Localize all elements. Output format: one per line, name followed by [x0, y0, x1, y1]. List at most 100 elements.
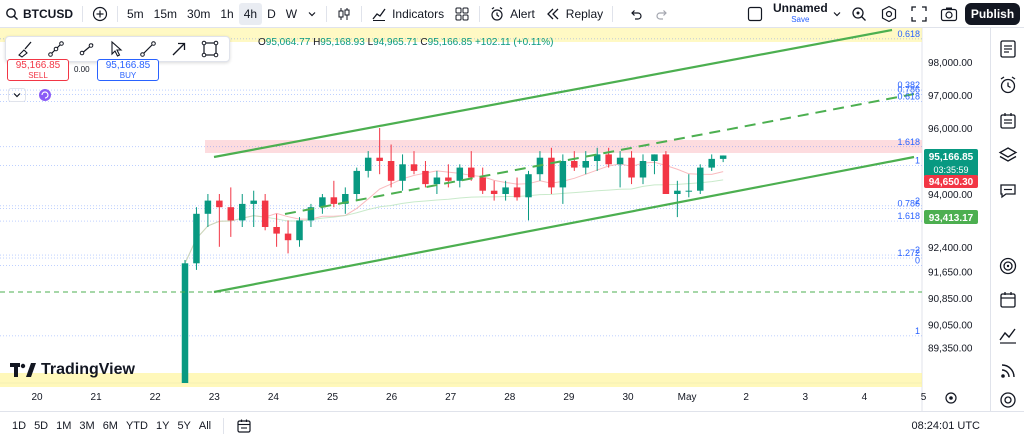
- time-tick-label: 27: [445, 392, 457, 403]
- alarm-clock-icon: [489, 6, 505, 22]
- candle-body: [479, 177, 486, 191]
- calendar-icon[interactable]: [998, 290, 1018, 310]
- grid-icon: [454, 6, 470, 22]
- low-value: 94,965.71: [373, 37, 418, 48]
- candle: [479, 167, 486, 194]
- layout-name-button[interactable]: Unnamed Save: [773, 0, 828, 25]
- range-ytd[interactable]: YTD: [125, 419, 148, 432]
- replay-button[interactable]: Replay: [540, 0, 608, 28]
- range-1d[interactable]: 1D: [12, 419, 27, 432]
- publish-button[interactable]: Publish: [965, 3, 1020, 25]
- sell-button[interactable]: 95,166.85 SELL: [7, 59, 69, 81]
- cursor-icon[interactable]: [108, 40, 126, 58]
- segment-icon[interactable]: [139, 40, 157, 58]
- compare-button[interactable]: [87, 0, 113, 28]
- range-5d[interactable]: 5D: [34, 419, 49, 432]
- buy-button[interactable]: 95,166.85 BUY: [97, 59, 159, 81]
- candle: [685, 174, 693, 198]
- ohlc-legend: O95,064.77 H95,168.93 L94,965.71 C95,166…: [258, 37, 554, 48]
- candle-body: [227, 207, 235, 221]
- interval-15m[interactable]: 15m: [153, 6, 178, 21]
- interval-30m[interactable]: 30m: [187, 6, 211, 21]
- tradingview-logo-icon: [10, 363, 36, 377]
- interval-dropdown[interactable]: [302, 0, 322, 28]
- candle-body: [216, 200, 223, 208]
- undo-button[interactable]: [623, 0, 649, 28]
- range-6m[interactable]: 6M: [102, 419, 118, 432]
- candle: [204, 194, 212, 227]
- interval-w[interactable]: W: [285, 6, 298, 21]
- collapse-chevron-icon[interactable]: [8, 88, 26, 102]
- layout-name: Unnamed: [773, 0, 828, 15]
- candle-body: [376, 157, 383, 161]
- templates-button[interactable]: [449, 0, 475, 28]
- fullscreen-icon[interactable]: [910, 5, 928, 23]
- chart-area[interactable]: 98,000.00 97,000.00 96,000.00 94,000.00 92,4…: [0, 28, 990, 411]
- refresh-icon[interactable]: [38, 88, 52, 102]
- quick-search-icon[interactable]: [850, 5, 868, 23]
- time-tick-label: 30: [622, 392, 634, 403]
- range-1m[interactable]: 1M: [56, 419, 72, 432]
- chat-icon[interactable]: [998, 181, 1018, 201]
- channel-upper-line[interactable]: [213, 28, 893, 159]
- right-sidebar: [990, 28, 1024, 411]
- candle-body: [651, 154, 658, 161]
- bottom-bar: 1D 5D 1M 3M 6M YTD 1Y 5Y All 08:24:01 UT…: [0, 411, 1024, 439]
- layers-icon[interactable]: [998, 145, 1018, 165]
- rectangle-icon[interactable]: [201, 40, 219, 58]
- candle-body: [616, 157, 624, 165]
- trendline-icon[interactable]: [47, 40, 65, 58]
- low-key: L: [367, 37, 374, 48]
- settings-gear-icon[interactable]: [880, 5, 898, 23]
- layout-dropdown-icon[interactable]: [832, 9, 842, 19]
- change-value: +102.11 (+0.11%): [474, 37, 554, 48]
- range-1y[interactable]: 1Y: [155, 419, 170, 432]
- symbol-search[interactable]: BTCUSD: [0, 0, 78, 28]
- time-tick-label: 21: [91, 392, 103, 403]
- fib-level-label: 1: [915, 156, 920, 166]
- interval-1h[interactable]: 1h: [220, 6, 234, 21]
- camera-icon[interactable]: [940, 5, 958, 23]
- help-icon[interactable]: [998, 390, 1018, 410]
- layout-checkbox-icon[interactable]: [747, 6, 763, 22]
- open-key: O: [258, 37, 266, 48]
- goto-date-icon[interactable]: [236, 418, 252, 434]
- indicators-button[interactable]: Indicators: [366, 0, 449, 28]
- candle-body: [181, 263, 189, 383]
- candle: [227, 187, 235, 237]
- alert-button[interactable]: Alert: [484, 0, 540, 28]
- chart-type-button[interactable]: [331, 0, 357, 28]
- redo-button[interactable]: [649, 0, 675, 28]
- time-tick-label: 26: [386, 392, 398, 403]
- arrow-icon[interactable]: [170, 40, 188, 58]
- data-window-icon[interactable]: [998, 111, 1018, 131]
- candle-body: [193, 213, 200, 264]
- layout-group: Unnamed Save: [742, 0, 847, 28]
- interval-5m[interactable]: 5m: [127, 6, 144, 21]
- tradingview-logo[interactable]: TradingView: [10, 361, 135, 379]
- candle-body: [399, 164, 406, 181]
- countdown-value: 03:35:59: [933, 165, 968, 175]
- time-tick-label: 20: [31, 392, 43, 403]
- alert-label: Alert: [510, 6, 535, 21]
- axis-settings-icon[interactable]: [945, 392, 957, 404]
- range-all[interactable]: All: [198, 419, 212, 432]
- candle: [342, 187, 349, 214]
- range-5y[interactable]: 5Y: [177, 419, 191, 432]
- watchlist-icon[interactable]: [998, 39, 1018, 59]
- brush-icon[interactable]: [16, 40, 34, 58]
- interval-d[interactable]: D: [267, 6, 276, 21]
- ray-icon[interactable]: [78, 40, 96, 58]
- candle-body: [719, 155, 727, 159]
- range-3m[interactable]: 3M: [79, 419, 95, 432]
- utc-clock[interactable]: 08:24:01 UTC: [911, 420, 980, 432]
- top-toolbar: BTCUSD 5m 15m 30m 1h 4h D W: [0, 0, 1024, 28]
- interval-4h[interactable]: 4h: [238, 2, 263, 25]
- alerts-clock-icon[interactable]: [998, 75, 1018, 95]
- ideas-icon[interactable]: [998, 326, 1018, 346]
- candle: [261, 194, 269, 231]
- target-icon[interactable]: [998, 256, 1018, 276]
- channel-lower-line[interactable]: [213, 155, 915, 294]
- time-tick-label: May: [678, 392, 697, 403]
- streams-icon[interactable]: [998, 361, 1018, 381]
